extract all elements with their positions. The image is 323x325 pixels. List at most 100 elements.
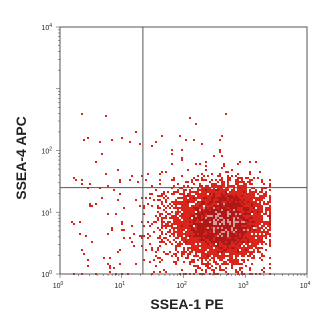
event-dot bbox=[159, 229, 161, 231]
event-dot bbox=[243, 241, 245, 243]
event-dot bbox=[139, 205, 141, 207]
event-dot bbox=[191, 261, 193, 263]
event-dot bbox=[191, 201, 193, 203]
event-dot bbox=[217, 199, 219, 201]
event-dot bbox=[193, 233, 195, 235]
event-dot bbox=[245, 197, 247, 199]
event-dot bbox=[219, 243, 221, 245]
event-dot bbox=[261, 253, 263, 255]
event-dot bbox=[203, 199, 205, 201]
event-dot bbox=[165, 223, 167, 225]
event-dot bbox=[187, 255, 189, 257]
event-dot bbox=[149, 225, 151, 227]
event-dot bbox=[235, 239, 237, 241]
event-dot bbox=[205, 245, 207, 247]
event-dot bbox=[243, 201, 245, 203]
event-dot bbox=[255, 189, 257, 191]
event-dot bbox=[195, 215, 197, 217]
event-dot bbox=[147, 233, 149, 235]
event-dot bbox=[219, 185, 221, 187]
event-dot bbox=[217, 225, 219, 227]
event-dot bbox=[223, 247, 225, 249]
event-dot bbox=[183, 249, 185, 251]
event-dot bbox=[229, 233, 231, 235]
event-dot bbox=[191, 191, 193, 193]
event-dot bbox=[219, 239, 221, 241]
event-dot bbox=[205, 247, 207, 249]
event-dot bbox=[111, 229, 113, 231]
event-dot bbox=[223, 209, 225, 211]
event-dot bbox=[217, 217, 219, 219]
event-dot bbox=[183, 189, 185, 191]
event-dot bbox=[173, 215, 175, 217]
event-dot bbox=[247, 259, 249, 261]
event-dot bbox=[243, 255, 245, 257]
event-dot bbox=[263, 271, 265, 273]
event-dot bbox=[205, 255, 207, 257]
event-dot bbox=[249, 227, 251, 229]
event-dot bbox=[233, 245, 235, 247]
event-dot bbox=[183, 225, 185, 227]
event-dot bbox=[255, 231, 257, 233]
event-dot bbox=[245, 209, 247, 211]
event-dot bbox=[181, 227, 183, 229]
event-dot bbox=[227, 223, 229, 225]
event-dot bbox=[123, 237, 125, 239]
event-dot bbox=[219, 223, 221, 225]
event-dot bbox=[207, 233, 209, 235]
event-dot bbox=[261, 247, 263, 249]
event-dot bbox=[221, 241, 223, 243]
event-dot bbox=[257, 247, 259, 249]
event-dot bbox=[201, 205, 203, 207]
event-dot bbox=[173, 185, 175, 187]
event-dot bbox=[217, 227, 219, 229]
event-dot bbox=[239, 215, 241, 217]
event-dot bbox=[187, 193, 189, 195]
event-dot bbox=[161, 135, 163, 137]
event-dot bbox=[215, 239, 217, 241]
event-dot bbox=[257, 213, 259, 215]
event-dot bbox=[189, 207, 191, 209]
event-dot bbox=[185, 215, 187, 217]
event-dot bbox=[193, 183, 195, 185]
event-dot bbox=[221, 223, 223, 225]
event-dot bbox=[183, 195, 185, 197]
event-dot bbox=[235, 215, 237, 217]
event-dot bbox=[91, 241, 93, 243]
event-dot bbox=[251, 207, 253, 209]
event-dot bbox=[207, 265, 209, 267]
event-dot bbox=[211, 215, 213, 217]
event-dot bbox=[261, 179, 263, 181]
event-dot bbox=[259, 221, 261, 223]
event-dot bbox=[219, 179, 221, 181]
event-dot bbox=[195, 229, 197, 231]
event-dot bbox=[221, 245, 223, 247]
event-dot bbox=[185, 233, 187, 235]
event-dot bbox=[261, 219, 263, 221]
event-dot bbox=[183, 223, 185, 225]
event-dot bbox=[219, 209, 221, 211]
event-dot bbox=[237, 223, 239, 225]
event-dot bbox=[101, 197, 103, 199]
event-dot bbox=[243, 231, 245, 233]
event-dot bbox=[219, 257, 221, 259]
event-dot bbox=[217, 257, 219, 259]
event-dot bbox=[169, 221, 171, 223]
event-dot bbox=[245, 221, 247, 223]
event-dot bbox=[215, 245, 217, 247]
event-dot bbox=[253, 249, 255, 251]
event-dot bbox=[221, 185, 223, 187]
event-dot bbox=[219, 251, 221, 253]
event-dot bbox=[161, 219, 163, 221]
event-dot bbox=[213, 155, 215, 157]
event-dot bbox=[189, 195, 191, 197]
event-dot bbox=[229, 195, 231, 197]
event-dot bbox=[233, 205, 235, 207]
event-dot bbox=[261, 241, 263, 243]
event-dot bbox=[257, 215, 259, 217]
event-dot bbox=[237, 241, 239, 243]
event-dot bbox=[231, 169, 233, 171]
event-dot bbox=[119, 179, 121, 181]
event-dot bbox=[247, 239, 249, 241]
event-dot bbox=[265, 243, 267, 245]
